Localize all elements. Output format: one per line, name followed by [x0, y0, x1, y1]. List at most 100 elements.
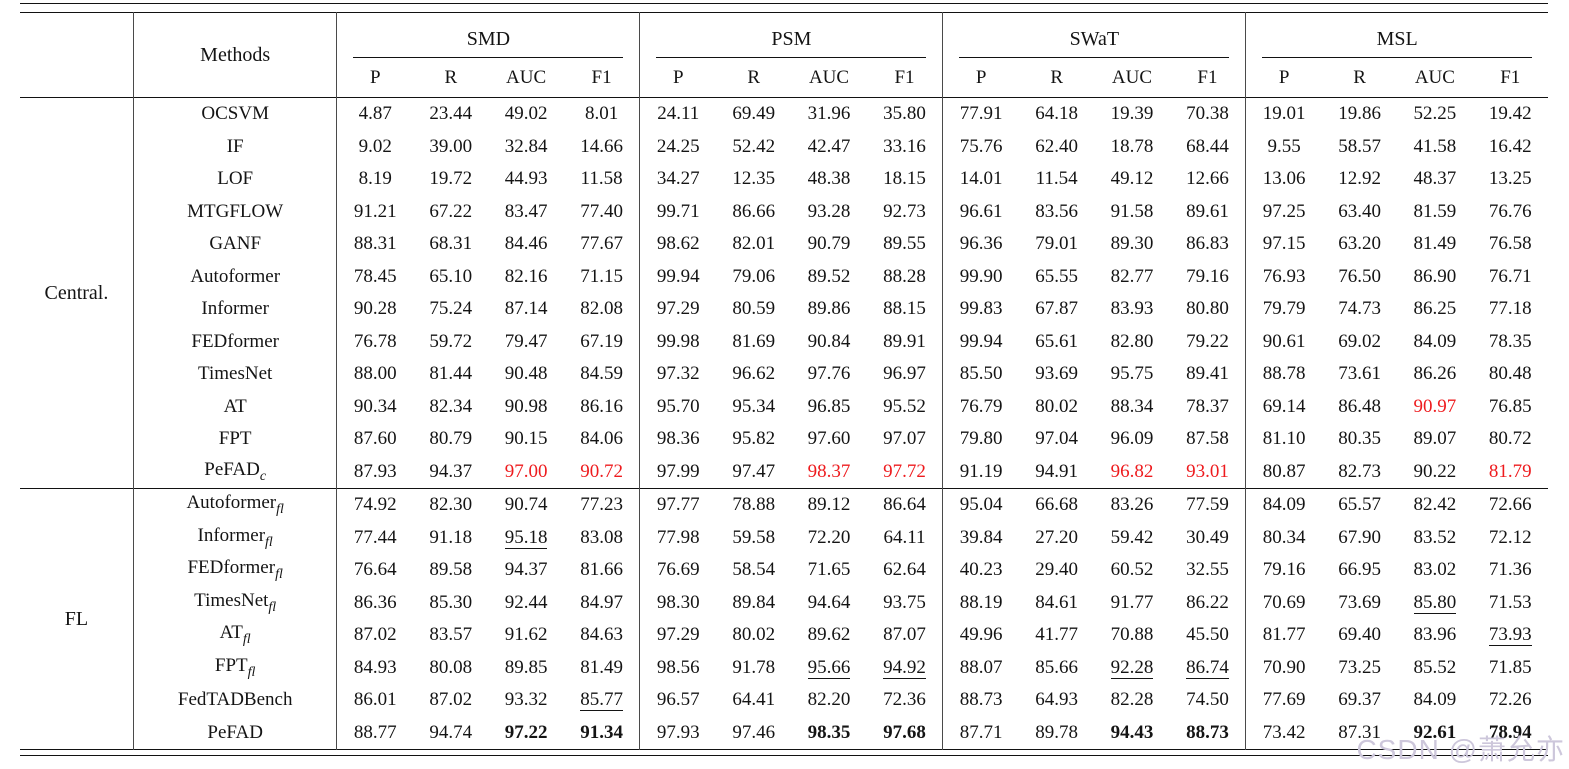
- metric-value: 39.84: [959, 526, 1003, 548]
- value-cell: 44.93: [488, 163, 563, 196]
- table-row: FPTfl 84.93 80.08 89.85 81.49 98.56 91.78 95.66…: [20, 651, 1548, 685]
- metric-value: 83.02: [1413, 559, 1457, 581]
- metric-value: 69.40: [1338, 624, 1381, 646]
- metric-value: 59.42: [1110, 526, 1154, 548]
- value-cell: 71.53: [1473, 587, 1548, 620]
- method-name: GANF: [132, 228, 337, 261]
- metric-value: 71.36: [1488, 559, 1532, 581]
- metric-value: 88.19: [959, 591, 1003, 613]
- value-cell: 78.45: [336, 260, 414, 293]
- metric-value: 70.90: [1262, 656, 1306, 678]
- metric-value: 19.39: [1110, 103, 1154, 125]
- metric-value: 82.16: [504, 265, 548, 287]
- value-cell: 89.30: [1094, 228, 1169, 261]
- method-subscript: fl: [265, 534, 273, 550]
- metric-value: 93.28: [807, 200, 851, 222]
- value-cell: 87.31: [1322, 717, 1397, 750]
- value-cell: 88.34: [1094, 391, 1169, 424]
- metric-value: 88.73: [1186, 721, 1229, 743]
- value-cell: 94.74: [413, 717, 488, 750]
- table-row: MTGFLOW 91.21 67.22 83.47 77.40 99.71 86.66 93.…: [20, 195, 1548, 229]
- metric-value: 77.91: [959, 103, 1003, 125]
- value-cell: 14.66: [564, 131, 640, 164]
- metric-value: 82.08: [580, 298, 623, 320]
- metric-value: 89.91: [883, 330, 926, 352]
- metric-value: 82.01: [732, 233, 776, 255]
- value-cell: 72.26: [1473, 684, 1548, 717]
- value-cell: 69.02: [1322, 326, 1397, 359]
- metric-value: 33.16: [883, 135, 926, 157]
- metric-value: 73.69: [1338, 591, 1381, 613]
- table-header: Methods SMD PSM SWaT MSL P R AUC F1 P R AUC F1 P R AUC F…: [20, 12, 1548, 98]
- value-cell: 80.08: [413, 652, 488, 685]
- value-cell: 12.92: [1322, 163, 1397, 196]
- table-row: PeFAD 88.77 94.74 97.22 91.34 97.93 97.46 98.35…: [20, 716, 1548, 750]
- value-cell: 88.77: [336, 716, 414, 750]
- metric-value: 85.80: [1413, 591, 1457, 614]
- metric-value: 88.31: [353, 233, 397, 255]
- value-cell: 64.11: [867, 522, 943, 555]
- value-cell: 87.60: [336, 423, 414, 456]
- metric-value: 14.01: [959, 168, 1003, 190]
- metric-value: 97.29: [656, 298, 700, 320]
- metric-value: 78.45: [353, 265, 397, 287]
- metric-value: 82.42: [1413, 494, 1457, 516]
- metric-value: 76.93: [1262, 265, 1306, 287]
- value-cell: 41.77: [1019, 619, 1094, 652]
- metric-value: 9.02: [358, 135, 392, 157]
- metric-value: 91.34: [580, 721, 623, 743]
- table-row: ATfl 87.02 83.57 91.62 84.63 97.29 80.02 89.62 8…: [20, 619, 1548, 652]
- metric-value: 90.48: [504, 363, 548, 385]
- value-cell: 75.24: [413, 293, 488, 326]
- value-cell: 73.69: [1322, 587, 1397, 620]
- value-cell: 76.78: [336, 325, 414, 358]
- value-cell: 93.32: [488, 684, 563, 717]
- metric-value: 98.56: [656, 656, 700, 678]
- value-cell: 83.47: [488, 196, 563, 229]
- value-cell: 97.72: [867, 456, 943, 489]
- value-cell: 52.42: [716, 131, 791, 164]
- metric-value: 76.76: [1488, 200, 1532, 222]
- value-cell: 77.18: [1473, 293, 1548, 326]
- value-cell: 52.25: [1397, 98, 1472, 131]
- metric-value: 83.08: [580, 526, 623, 548]
- metric-value: 34.27: [656, 168, 700, 190]
- value-cell: 72.66: [1472, 488, 1548, 522]
- value-cell: 77.91: [942, 97, 1020, 131]
- metric-value: 82.28: [1110, 689, 1154, 711]
- value-cell: 98.36: [639, 423, 717, 456]
- value-cell: 88.73: [942, 684, 1020, 717]
- metric-value: 87.02: [429, 689, 473, 711]
- metric-value: 32.84: [504, 135, 548, 157]
- metric-value: 11.54: [1035, 168, 1078, 190]
- value-cell: 66.95: [1322, 554, 1397, 587]
- metric-value: 83.26: [1110, 494, 1154, 516]
- dataset-header-smd: SMD: [336, 12, 640, 58]
- metric-value: 49.02: [504, 103, 548, 125]
- fl-section: FL Autoformerfl 74.92 82.30 90.74 77.23 97.77 7…: [20, 488, 1548, 750]
- metric-value: 71.65: [807, 559, 851, 581]
- metric-value: 89.84: [732, 591, 776, 613]
- metric-value: 24.11: [657, 103, 700, 125]
- value-cell: 95.18: [488, 522, 563, 555]
- method-name: MTGFLOW: [132, 195, 337, 228]
- metric-value: 12.66: [1186, 168, 1229, 190]
- value-cell: 42.47: [791, 131, 866, 164]
- value-cell: 75.76: [942, 130, 1020, 163]
- metric-value: 86.48: [1338, 395, 1381, 417]
- value-cell: 8.19: [336, 163, 414, 196]
- metric-value: 19.72: [429, 168, 473, 190]
- metric-value: 78.37: [1186, 395, 1229, 417]
- metric-value: 91.78: [732, 656, 776, 678]
- value-cell: 97.22: [488, 717, 563, 750]
- value-cell: 12.35: [716, 163, 791, 196]
- metric-value: 94.92: [883, 656, 926, 679]
- metric-value: 75.76: [959, 135, 1003, 157]
- metric-value: 88.34: [1110, 395, 1154, 417]
- value-cell: 32.55: [1170, 554, 1246, 587]
- table-row: FPT 87.60 80.79 90.15 84.06 98.36 95.82 97.60 97…: [20, 423, 1548, 456]
- value-cell: 18.78: [1094, 131, 1169, 164]
- metric-value: 87.60: [353, 428, 397, 450]
- value-cell: 19.01: [1245, 97, 1322, 131]
- metric-value: 85.66: [1035, 656, 1079, 678]
